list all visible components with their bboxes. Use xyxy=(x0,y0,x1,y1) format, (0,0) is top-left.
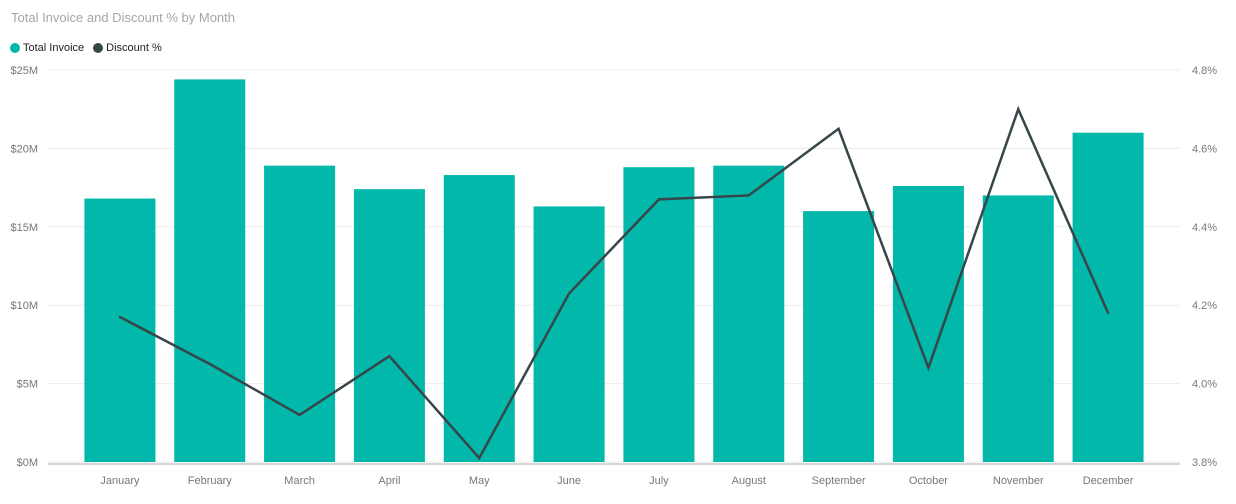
x-axis-label-may: May xyxy=(469,475,490,487)
legend-label-discount-pct: Discount % xyxy=(106,42,162,54)
x-axis-label-july: July xyxy=(649,475,669,487)
legend-item-discount-pct[interactable]: Discount % xyxy=(93,42,162,54)
left-axis-tick-label: $20M xyxy=(10,143,38,155)
bar-july[interactable] xyxy=(623,167,695,462)
legend-item-total-invoice[interactable]: Total Invoice xyxy=(10,42,84,54)
x-axis-label-october: October xyxy=(909,475,948,487)
bar-may[interactable] xyxy=(443,175,515,462)
x-axis-label-april: April xyxy=(378,475,400,487)
right-axis-tick-label: 4.8% xyxy=(1192,65,1217,77)
bar-march[interactable] xyxy=(264,165,336,462)
right-axis-tick-label: 4.6% xyxy=(1192,143,1217,155)
x-axis-label-june: June xyxy=(557,475,581,487)
legend-dot-discount-pct-icon xyxy=(93,43,104,53)
bar-december[interactable] xyxy=(1072,132,1144,462)
left-axis-tick-label: $0M xyxy=(17,457,38,469)
x-axis-label-march: March xyxy=(284,475,315,487)
bar-april[interactable] xyxy=(353,189,425,462)
x-axis-label-february: February xyxy=(188,475,233,487)
bar-february[interactable] xyxy=(174,79,246,463)
bar-october[interactable] xyxy=(892,186,964,463)
bar-august[interactable] xyxy=(713,165,785,462)
left-axis-tick-label: $10M xyxy=(10,300,38,312)
discount-pct-line[interactable] xyxy=(118,105,1110,461)
left-axis-tick-label: $25M xyxy=(10,65,38,77)
x-axis-label-december: December xyxy=(1083,475,1134,487)
chart-title: Total Invoice and Discount % by Month xyxy=(11,10,236,25)
right-axis-tick-label: 4.2% xyxy=(1192,300,1217,312)
chart-legend: Total Invoice Discount % xyxy=(10,42,162,54)
x-axis-label-september: September xyxy=(812,475,866,487)
legend-label-total-invoice: Total Invoice xyxy=(23,42,85,54)
left-axis-tick-label: $5M xyxy=(17,379,38,391)
bar-june[interactable] xyxy=(533,206,605,462)
legend-dot-total-invoice-icon xyxy=(10,43,20,53)
x-axis-label-august: August xyxy=(732,475,766,487)
right-axis-tick-label: 4.4% xyxy=(1192,222,1217,234)
bar-september[interactable] xyxy=(803,211,875,462)
right-axis-tick-label: 4.0% xyxy=(1192,379,1217,391)
x-axis-label-november: November xyxy=(993,475,1044,487)
x-axis-label-january: January xyxy=(100,475,140,487)
bar-november[interactable] xyxy=(982,195,1054,462)
left-axis-tick-label: $15M xyxy=(10,222,38,234)
right-axis-tick-label: 3.8% xyxy=(1192,457,1217,469)
